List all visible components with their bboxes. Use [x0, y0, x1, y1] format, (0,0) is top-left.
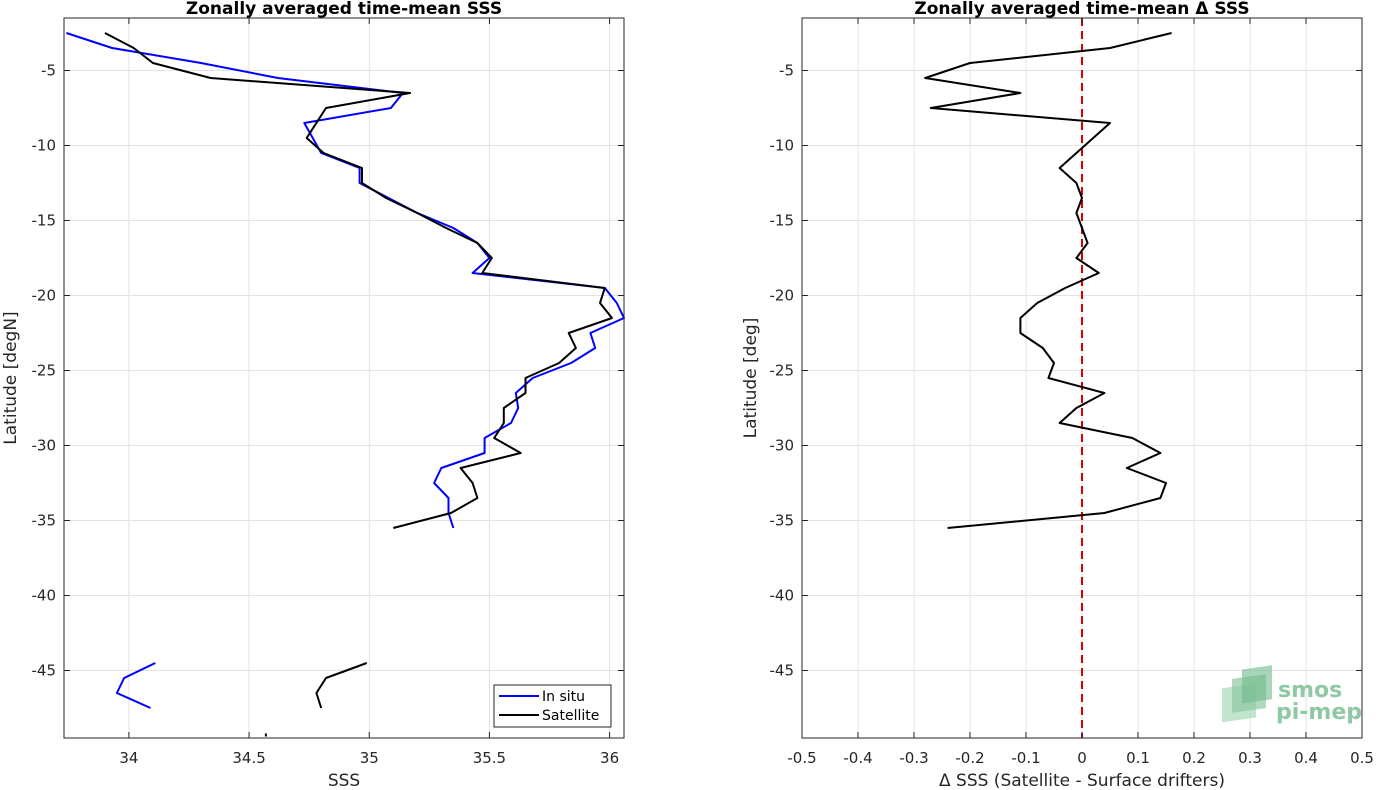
sss-satellite-line-segment — [315, 662, 368, 709]
sss-satellite-line-segment — [104, 32, 613, 529]
delta-sss-xtick-label: 0.1 — [1126, 749, 1150, 767]
sss-in-situ-line-segment — [115, 662, 156, 709]
legend-in-situ-label: In situ — [542, 689, 585, 705]
logo-text-pi-mep: pi-mep — [1276, 700, 1362, 725]
sss-ylabel: Latitude [degN] — [1, 311, 21, 444]
sss-title: Zonally averaged time-mean SSS — [186, 0, 502, 19]
delta-sss-ytick-label: -45 — [770, 662, 795, 680]
sss-ytick-label: -30 — [32, 437, 57, 455]
sss-ytick-label: -5 — [41, 62, 56, 80]
delta-sss-xtick-label: 0.3 — [1238, 749, 1262, 767]
sss-ytick-label: -40 — [32, 587, 57, 605]
delta-sss-panel: -0.5 -0.4 -0.3 -0.2 -0.1 0 0.1 0.2 0.3 0.4 0.5 -45 -… — [741, 0, 1374, 790]
delta-sss-ytick-label: -40 — [770, 587, 795, 605]
delta-sss-series-lines — [924, 32, 1172, 529]
sss-ytick-label: -45 — [32, 662, 57, 680]
delta-sss-xtick-label: 0.4 — [1294, 749, 1318, 767]
sss-ytick-label: -20 — [32, 287, 57, 305]
delta-sss-xlabel: Δ SSS (Satellite - Surface drifters) — [939, 771, 1225, 790]
delta-sss-ytick-label: -30 — [770, 437, 795, 455]
sss-ticks: 34 34.5 35 35.5 36 -45 -40 -35 -30 -25 -20 -15 -10 -5 — [32, 18, 624, 767]
delta-sss-ytick-label: -10 — [770, 137, 795, 155]
delta-sss-xtick-label: 0.5 — [1350, 749, 1374, 767]
delta-sss-xtick-label: 0 — [1077, 749, 1087, 767]
logo-layer-3 — [1242, 665, 1272, 704]
sss-xlabel: SSS — [328, 771, 360, 790]
delta-sss-ticks: -0.5 -0.4 -0.3 -0.2 -0.1 0 0.1 0.2 0.3 0.4 0.5 -45 -… — [770, 18, 1374, 767]
delta-sss-ytick-label: -35 — [770, 512, 795, 530]
delta-sss-xtick-label: -0.3 — [899, 749, 928, 767]
sss-plot-area — [64, 18, 624, 738]
sss-xtick-label: 35.5 — [473, 749, 506, 767]
delta-sss-ytick-label: -20 — [770, 287, 795, 305]
delta-sss-ytick-label: -5 — [779, 62, 794, 80]
legend-satellite-label: Satellite — [542, 708, 599, 724]
sss-xtick-label: 34 — [119, 749, 138, 767]
sss-xtick-label: 34.5 — [232, 749, 265, 767]
delta-sss-title: Zonally averaged time-mean Δ SSS — [914, 0, 1249, 19]
sss-ytick-label: -15 — [32, 212, 57, 230]
delta-sss-ytick-label: -25 — [770, 362, 795, 380]
sss-series-lines — [66, 32, 625, 737]
sss-panel: 34 34.5 35 35.5 36 -45 -40 -35 -30 -25 -20 -15 -10 -5… — [1, 0, 625, 790]
sss-ytick-label: -25 — [32, 362, 57, 380]
delta-sss-xtick-label: -0.1 — [1011, 749, 1040, 767]
delta-sss-xtick-label: -0.2 — [955, 749, 984, 767]
sss-axes-box — [63, 17, 625, 739]
smos-pi-mep-logo: smos pi-mep — [1222, 665, 1362, 725]
sss-ytick-label: -10 — [32, 137, 57, 155]
sss-xtick-label: 35 — [360, 749, 379, 767]
delta-sss-xtick-label: -0.4 — [843, 749, 872, 767]
delta-sss-ytick-label: -15 — [770, 212, 795, 230]
delta-sss-xtick-label: -0.5 — [787, 749, 816, 767]
delta-sss-series-0-line-segment — [924, 32, 1172, 529]
sss-legend: In situ Satellite — [493, 684, 612, 728]
delta-sss-xtick-label: 0.2 — [1182, 749, 1206, 767]
sss-ytick-label: -35 — [32, 512, 57, 530]
delta-sss-ylabel: Latitude [deg] — [741, 318, 761, 439]
logo-text-smos: smos — [1278, 678, 1342, 703]
sss-xtick-label: 36 — [600, 749, 619, 767]
legend-box — [493, 684, 612, 728]
